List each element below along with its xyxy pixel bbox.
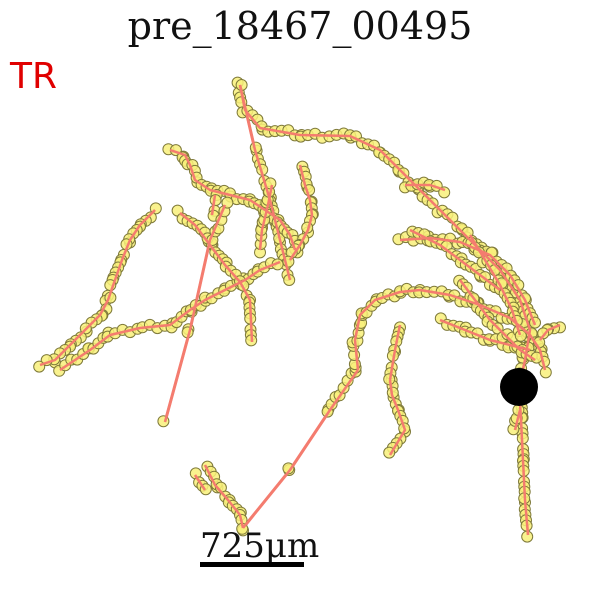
trace-branch-overlay [468, 234, 522, 336]
trace-node [539, 366, 552, 379]
trace-branch-overlay [210, 194, 217, 216]
trace-branch-overlay [405, 183, 446, 192]
trace-branch-overlay [203, 464, 245, 529]
trace-branch-overlay [169, 148, 297, 251]
trace-branch-overlay [238, 84, 532, 388]
trace-branch-overlay [539, 323, 561, 341]
trace-branch-overlay [353, 288, 547, 371]
figure-title: pre_18467_00495 [127, 4, 473, 48]
trace-nodes [33, 76, 566, 543]
trace-branch-overlay [513, 409, 522, 431]
trace-branch-overlay [459, 279, 536, 362]
soma [500, 368, 538, 406]
trace-branch-overlay [388, 379, 407, 456]
trace-branch-overlay [288, 164, 314, 261]
trace-branch-overlay [242, 369, 360, 529]
trace-branch-overlay [59, 260, 281, 372]
trace-branch-overlay [39, 209, 156, 367]
trace-branch-overlay [388, 324, 402, 381]
trace-branch-overlay [399, 236, 537, 326]
trace-branch-overlay [517, 386, 530, 536]
trace-branch-overlay [409, 228, 501, 291]
trace-branch-overlay [258, 184, 274, 251]
trace-node [514, 329, 527, 342]
trace-branch-overlay [163, 204, 227, 423]
scale-bar [200, 562, 304, 567]
scale-label: 725μm [200, 526, 320, 566]
trace-branch-overlay [193, 474, 207, 491]
trace-branch-overlay [179, 212, 254, 343]
corner-label: TR [10, 56, 58, 97]
